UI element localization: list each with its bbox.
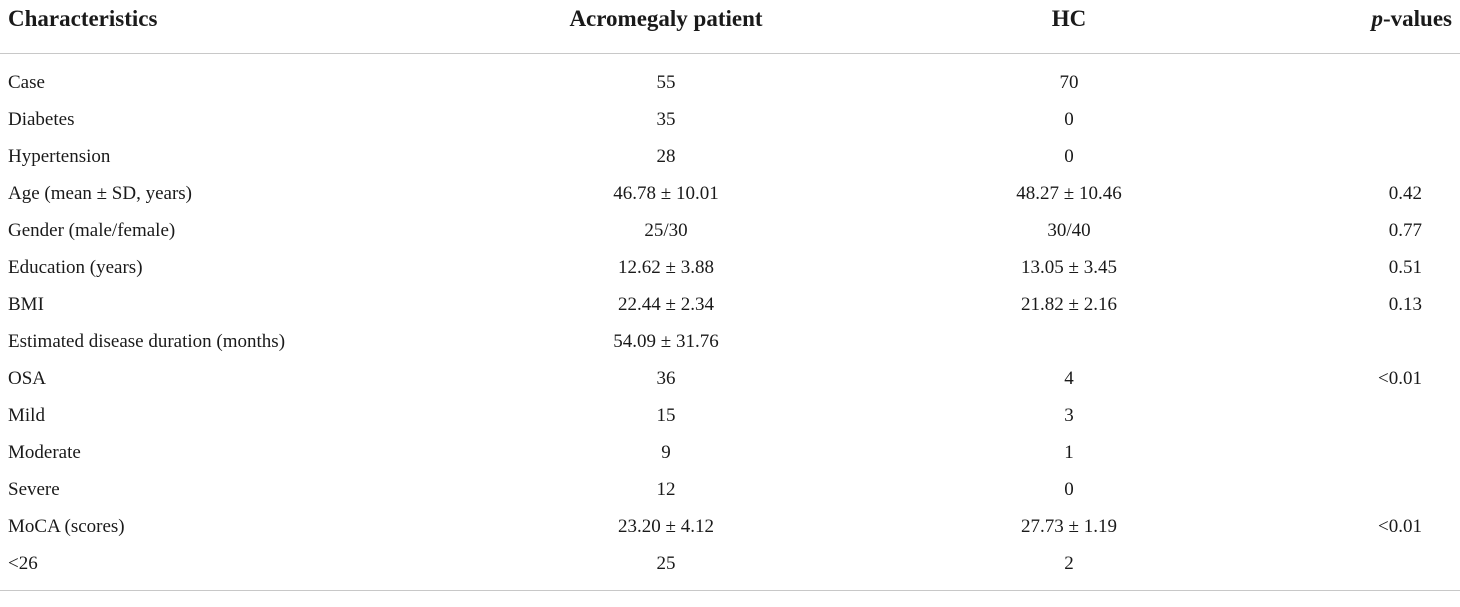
cell-hc: 48.27 ± 10.46 [1016, 183, 1122, 204]
cell-acromegaly: 9 [661, 442, 671, 463]
cell-acromegaly: 55 [656, 72, 676, 93]
table-body: Case 55 70 Diabetes 35 0 Hypertension 28 0 Age (m… [0, 54, 1460, 591]
cell-characteristic: Age (mean ± SD, years) [8, 183, 193, 204]
cell-p-value [1245, 471, 1460, 508]
cell-hc [890, 323, 1245, 360]
cell-p-value [1245, 397, 1460, 434]
header-row: Characteristics Acromegaly patient HC p-… [0, 0, 1460, 54]
cell-p-value [1245, 323, 1460, 360]
cell-acromegaly: 12 [656, 479, 676, 500]
characteristics-table: Characteristics Acromegaly patient HC p-… [0, 0, 1460, 591]
cell-characteristic: MoCA (scores) [8, 516, 125, 537]
cell-characteristic: Estimated disease duration (months) [8, 331, 286, 352]
cell-hc: 1 [1064, 442, 1074, 463]
cell-hc: 4 [1064, 368, 1074, 389]
table-row: BMI 22.44 ± 2.34 21.82 ± 2.16 0.13 [0, 286, 1460, 323]
cell-acromegaly: 22.44 ± 2.34 [618, 294, 714, 315]
cell-characteristic: BMI [8, 294, 44, 315]
table-row: Hypertension 28 0 [0, 138, 1460, 175]
table-row: Gender (male/female) 25/30 30/40 0.77 [0, 212, 1460, 249]
cell-acromegaly: 36 [656, 368, 676, 389]
cell-p-value: 0.77 [1388, 220, 1422, 241]
header-p-italic: p [1371, 6, 1384, 31]
cell-hc: 0 [1064, 146, 1074, 167]
cell-p-value [1245, 54, 1460, 102]
cell-hc: 27.73 ± 1.19 [1021, 516, 1117, 537]
cell-hc: 30/40 [1047, 220, 1091, 241]
cell-characteristic: Gender (male/female) [8, 220, 176, 241]
cell-p-value: 0.42 [1388, 183, 1422, 204]
table-row: Case 55 70 [0, 54, 1460, 102]
cell-p-value [1245, 101, 1460, 138]
cell-hc: 3 [1064, 405, 1074, 426]
header-p-suffix: -values [1383, 6, 1452, 31]
table-header: Characteristics Acromegaly patient HC p-… [0, 0, 1460, 54]
cell-p-value: <0.01 [1378, 368, 1422, 389]
header-p-values: p-values [1245, 0, 1460, 54]
header-hc: HC [890, 0, 1245, 54]
cell-hc: 70 [1059, 72, 1079, 93]
table-row: OSA 36 4 <0.01 [0, 360, 1460, 397]
cell-hc: 21.82 ± 2.16 [1021, 294, 1117, 315]
cell-characteristic: Hypertension [8, 146, 111, 167]
header-acromegaly-patient: Acromegaly patient [440, 0, 890, 54]
cell-characteristic: <26 [0, 545, 440, 591]
table-row: Moderate 9 1 [0, 434, 1460, 471]
cell-p-value: <0.01 [1378, 516, 1422, 537]
cell-hc: 13.05 ± 3.45 [1021, 257, 1117, 278]
cell-acromegaly: 25/30 [644, 220, 688, 241]
cell-characteristic: Diabetes [8, 109, 75, 130]
cell-p-value: 0.13 [1388, 294, 1422, 315]
cell-characteristic: Education (years) [8, 257, 143, 278]
cell-acromegaly: 54.09 ± 31.76 [613, 331, 719, 352]
table-row: Estimated disease duration (months) 54.09… [0, 323, 1460, 360]
cell-acromegaly: 28 [656, 146, 676, 167]
cell-acromegaly: 12.62 ± 3.88 [618, 257, 714, 278]
cell-acromegaly: 35 [656, 109, 676, 130]
cell-hc: 2 [890, 545, 1245, 591]
table-row: Mild 15 3 [0, 397, 1460, 434]
cell-acromegaly: 25 [440, 545, 890, 591]
table-row: MoCA (scores) 23.20 ± 4.12 27.73 ± 1.19 <0.… [0, 508, 1460, 545]
table-row: <26 25 2 [0, 545, 1460, 591]
cell-p-value [1245, 545, 1460, 591]
cell-p-value [1245, 434, 1460, 471]
table-row: Diabetes 35 0 [0, 101, 1460, 138]
cell-characteristic: OSA [8, 368, 47, 389]
cell-characteristic: Mild [8, 405, 45, 426]
cell-hc: 0 [1064, 109, 1074, 130]
cell-p-value [1245, 138, 1460, 175]
cell-hc: 0 [1064, 479, 1074, 500]
cell-acromegaly: 23.20 ± 4.12 [618, 516, 714, 537]
table-row: Age (mean ± SD, years) 46.78 ± 10.01 48.27… [0, 175, 1460, 212]
cell-acromegaly: 46.78 ± 10.01 [613, 183, 719, 204]
cell-characteristic: Moderate [8, 442, 81, 463]
cell-characteristic: Case [8, 72, 45, 93]
header-characteristics: Characteristics [0, 0, 440, 54]
cell-acromegaly: 15 [656, 405, 676, 426]
table-row: Education (years) 12.62 ± 3.88 13.05 ± 3.4… [0, 249, 1460, 286]
cell-p-value: 0.51 [1388, 257, 1422, 278]
cell-characteristic: Severe [8, 479, 60, 500]
table-row: Severe 12 0 [0, 471, 1460, 508]
